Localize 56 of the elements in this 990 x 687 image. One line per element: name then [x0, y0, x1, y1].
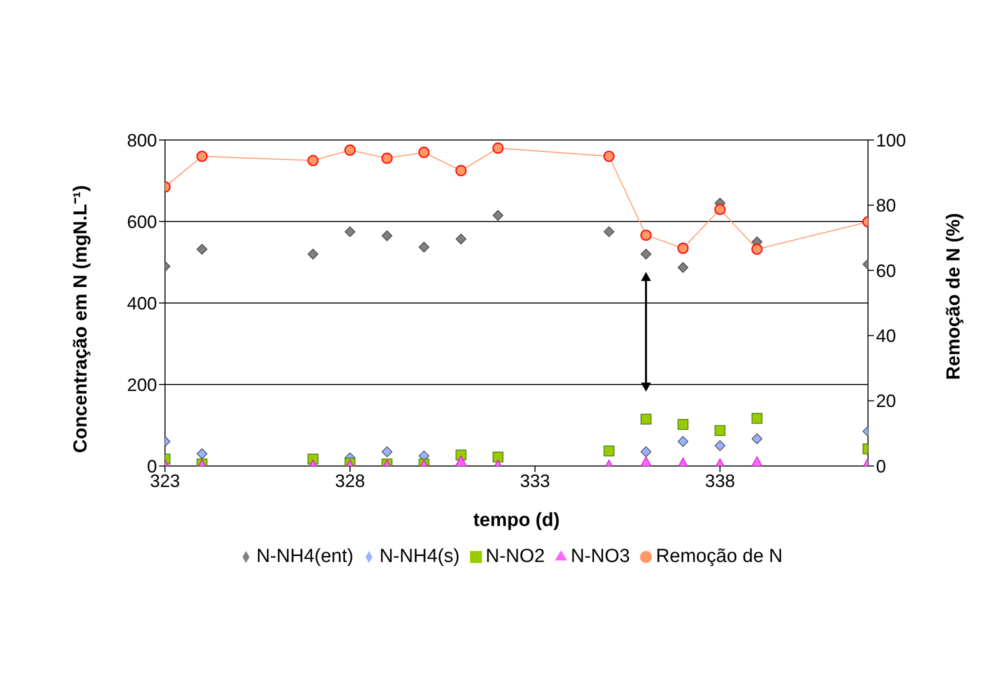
point	[640, 414, 652, 424]
point	[454, 456, 468, 466]
y2-tick-label: 100	[876, 130, 906, 150]
point	[196, 448, 208, 460]
point	[307, 154, 319, 166]
x-tick-label: 328	[334, 470, 366, 491]
legend-label: Remoção de N	[656, 546, 783, 567]
point	[382, 230, 392, 242]
point	[196, 244, 208, 255]
point	[418, 146, 430, 158]
point	[714, 440, 726, 451]
legend-label: N-NH4(ent)	[256, 546, 354, 567]
point	[418, 242, 430, 253]
point	[603, 150, 615, 162]
y-tick-label: 400	[126, 293, 157, 314]
point	[381, 152, 393, 164]
point	[640, 446, 652, 458]
point	[677, 242, 689, 254]
y2-tick-label: 0	[876, 456, 886, 476]
point	[196, 150, 208, 162]
point	[604, 446, 614, 456]
y2-tick-label: 80	[876, 196, 896, 216]
point	[492, 210, 504, 221]
legend-label: N-NH4(s)	[379, 546, 460, 567]
legend-label: N-NO3	[570, 546, 630, 567]
y-axis-title: Concentração em N (mgN.L⁻¹)	[70, 185, 92, 453]
y2-tick-label: 60	[876, 260, 896, 281]
y-tick-label: 200	[126, 374, 157, 395]
x-tick-label: 338	[704, 470, 736, 491]
point	[751, 244, 763, 255]
point	[640, 248, 652, 260]
point	[714, 425, 726, 436]
point	[492, 452, 504, 462]
point	[678, 419, 688, 430]
point	[456, 234, 466, 244]
y-tick-label: 600	[126, 212, 157, 232]
point	[455, 165, 467, 176]
point	[382, 446, 392, 458]
y2-axis-title: Remoção de N (%)	[944, 213, 965, 380]
point	[678, 262, 688, 273]
point	[640, 230, 652, 241]
y-tick-label: 800	[126, 130, 157, 150]
point	[492, 142, 504, 154]
point	[752, 433, 762, 444]
point	[604, 226, 614, 238]
point	[344, 226, 356, 238]
point	[714, 204, 726, 216]
point	[678, 436, 688, 447]
point	[752, 412, 762, 424]
point	[308, 248, 318, 260]
y2-tick-label: 40	[876, 326, 896, 346]
y2-tick-label: 20	[876, 391, 896, 412]
legend-label: N-NO2	[486, 546, 545, 567]
x-axis-title: tempo (d)	[473, 510, 560, 531]
x-tick-label: 333	[520, 470, 550, 491]
point	[344, 144, 356, 156]
